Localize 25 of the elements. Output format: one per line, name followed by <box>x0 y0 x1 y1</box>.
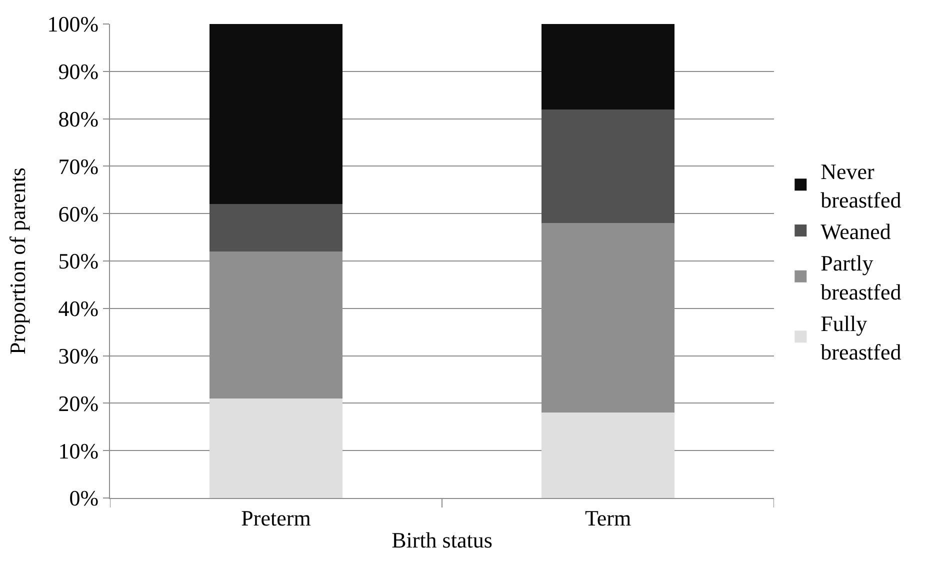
bar <box>542 412 674 498</box>
x-tick-label: Preterm <box>241 505 311 530</box>
y-tick-label: 60% <box>58 201 99 226</box>
y-tick-label: 30% <box>58 344 99 368</box>
y-tick-label: 70% <box>58 154 99 179</box>
y-tick-label: 0% <box>69 486 99 511</box>
y-tick-label: 50% <box>58 248 99 274</box>
bar <box>210 398 342 498</box>
y-tick-label: 20% <box>58 390 99 416</box>
y-tick-label: 80% <box>58 106 99 132</box>
x-tick-label: Term <box>584 505 632 530</box>
x-axis-title: Birth status <box>392 527 492 552</box>
legend-label: Fully breastfed <box>820 310 902 364</box>
y-tick-label: 100% <box>47 12 99 37</box>
legend-label: Never breastfed <box>820 158 902 212</box>
y-tick-label: 10% <box>58 438 99 464</box>
legend-label: Partly breastfed <box>820 250 902 304</box>
bar <box>210 204 342 252</box>
y-tick-label: 40% <box>58 296 99 322</box>
y-tick-label: 90% <box>58 59 99 84</box>
y-axis-title: Proportion of parents <box>5 168 30 354</box>
legend-label: Weaned <box>820 219 891 244</box>
bar <box>210 24 342 204</box>
bar <box>542 24 674 110</box>
bar <box>542 109 674 224</box>
